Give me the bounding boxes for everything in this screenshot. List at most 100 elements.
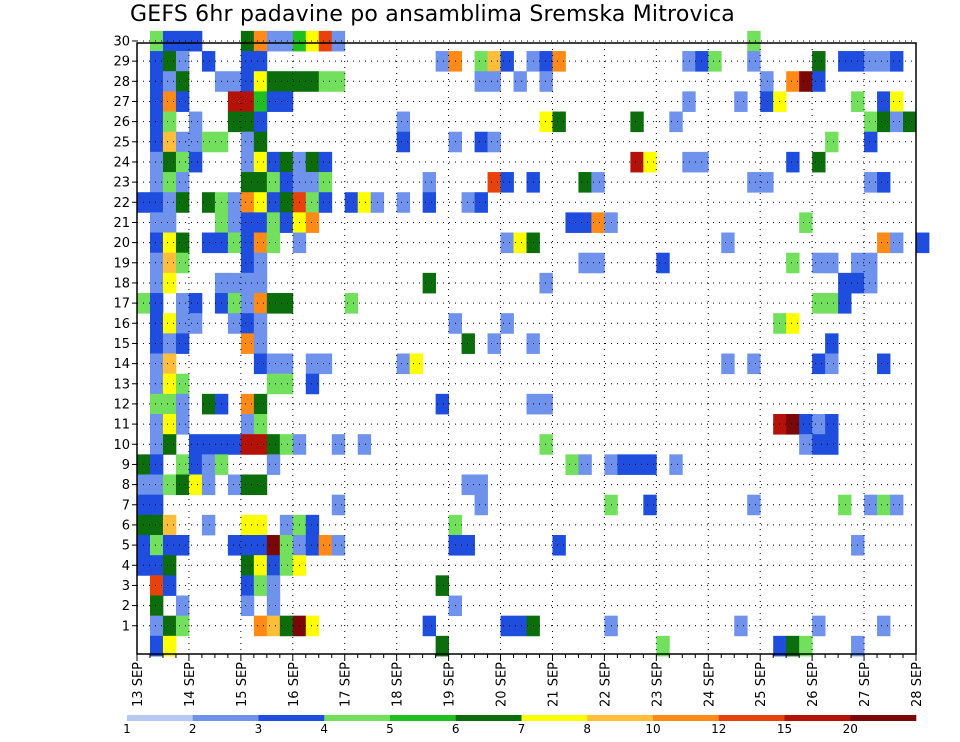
heatmap-cell (175, 373, 190, 395)
heatmap-cell (890, 494, 904, 516)
y-tick-label: 17 (113, 297, 130, 312)
heatmap-cell (799, 212, 813, 233)
x-tick-label: 21 SEP (546, 662, 561, 707)
heatmap-cell (149, 535, 164, 556)
heatmap-cell (305, 535, 320, 556)
heatmap-cell (240, 595, 255, 617)
heatmap-cell (149, 71, 164, 92)
heatmap-cell (864, 272, 878, 294)
heatmap-cell (864, 252, 878, 274)
heatmap-cell (253, 333, 268, 354)
heatmap-cell (799, 71, 813, 92)
heatmap-cell (812, 434, 826, 455)
heatmap-cell (240, 333, 255, 354)
heatmap-cell (279, 434, 294, 455)
heatmap-cell (331, 535, 346, 556)
y-tick-label: 22 (113, 196, 130, 211)
heatmap-cell (162, 575, 177, 596)
heatmap-cell (162, 514, 177, 536)
heatmap-cell (162, 313, 177, 334)
heatmap-cell (175, 192, 190, 213)
heatmap-cell (149, 393, 164, 415)
heatmap-cell (201, 131, 216, 153)
y-tick-label: 27 (113, 95, 130, 110)
heatmap-cell (253, 51, 268, 72)
heatmap-cell (149, 172, 164, 193)
heatmap-cell (266, 71, 281, 92)
heatmap-cell (240, 474, 255, 496)
heatmap-cell (149, 131, 164, 153)
heatmap-cell (149, 414, 164, 435)
heatmap-cell (266, 615, 281, 637)
heatmap-cell (227, 232, 242, 254)
y-tick-label: 21 (113, 216, 130, 231)
y-tick-label: 3 (122, 579, 130, 594)
heatmap-cell (162, 635, 177, 657)
heatmap-cell (656, 252, 670, 274)
heatmap-cell (903, 111, 917, 133)
heatmap-cell (175, 454, 190, 475)
heatmap-cell (331, 494, 346, 516)
heatmap-cell (253, 514, 268, 536)
heatmap-cell (500, 51, 514, 72)
heatmap-cell (266, 575, 281, 596)
x-tick-label: 24 SEP (702, 662, 717, 707)
heatmap-cell (201, 454, 216, 475)
heatmap-cell (149, 454, 164, 475)
heatmap-cell (240, 51, 255, 72)
colorbar-label: 12 (711, 722, 726, 736)
heatmap-cell (253, 353, 268, 375)
heatmap-cell (539, 434, 553, 455)
heatmap-cell (149, 293, 164, 314)
y-tick-label: 23 (113, 176, 130, 191)
heatmap-cell (799, 414, 813, 435)
heatmap-cell (591, 252, 605, 274)
heatmap-cell (149, 615, 164, 637)
heatmap-cell (500, 615, 514, 637)
heatmap-cell (188, 474, 203, 496)
colorbar-label: 8 (583, 722, 591, 736)
heatmap-cell (149, 252, 164, 274)
heatmap-cell (500, 313, 514, 334)
heatmap-cell (656, 635, 670, 657)
heatmap-cell (513, 232, 527, 254)
heatmap-cell (253, 252, 268, 274)
heatmap-cell (227, 313, 242, 334)
heatmap-cell (617, 454, 631, 475)
heatmap-cell (786, 313, 800, 334)
heatmap-cell (253, 71, 268, 92)
heatmap-cell (240, 131, 255, 153)
heatmap-cell (877, 353, 891, 375)
heatmap-cell (825, 353, 839, 375)
heatmap-cell (240, 293, 255, 314)
heatmap-cell (175, 30, 190, 52)
heatmap-cell (266, 91, 281, 112)
y-tick-label: 25 (113, 135, 130, 150)
heatmap-cell (227, 474, 242, 496)
colorbar-label: 15 (777, 722, 792, 736)
heatmap-cell (305, 172, 320, 193)
heatmap-cell (279, 535, 294, 556)
heatmap-cell (240, 535, 255, 556)
heatmap-cell (279, 293, 294, 314)
heatmap-cell (630, 111, 644, 133)
heatmap-cell (162, 333, 177, 354)
heatmap-cell (799, 635, 813, 657)
heatmap-cell (162, 232, 177, 254)
heatmap-cell (422, 192, 437, 213)
heatmap-cell (175, 535, 190, 556)
heatmap-cell (279, 151, 294, 173)
x-tick-label: 26 SEP (806, 662, 821, 707)
heatmap-cell (188, 313, 203, 334)
heatmap-cell (240, 151, 255, 173)
y-tick-label: 9 (122, 458, 130, 473)
heatmap-cell (162, 434, 177, 455)
heatmap-cell (318, 30, 333, 52)
heatmap-cell (149, 373, 164, 395)
heatmap-cell (643, 151, 657, 173)
colorbar-label: 3 (255, 722, 263, 736)
heatmap-cell (487, 71, 501, 92)
heatmap-cell (188, 434, 203, 455)
heatmap-cell (149, 595, 164, 617)
